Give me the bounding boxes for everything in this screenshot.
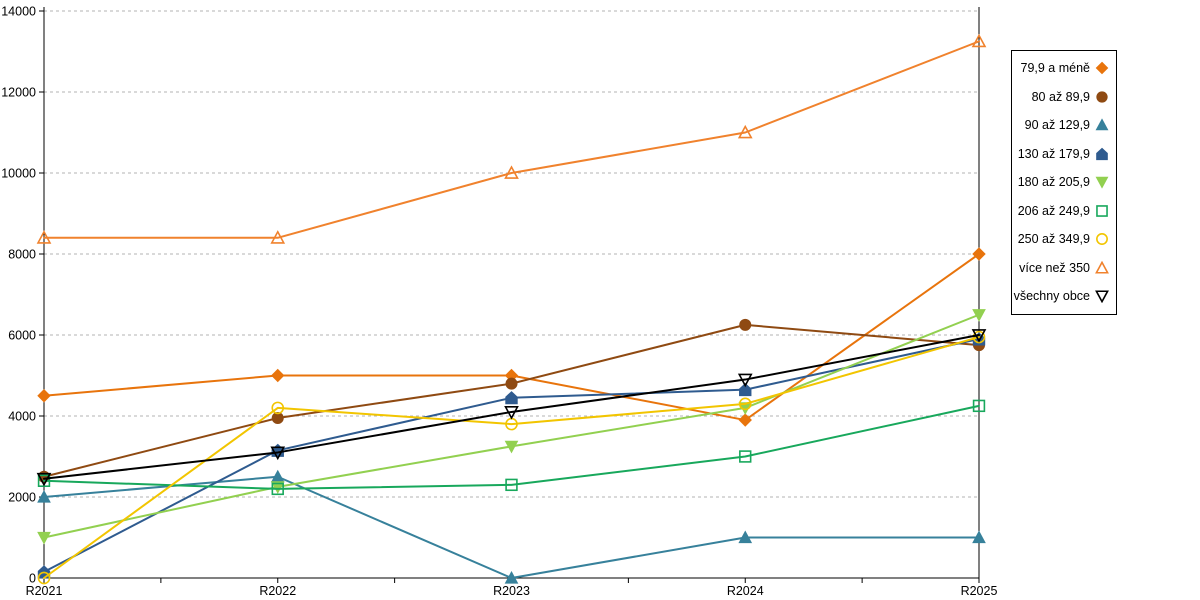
y-tick-label: 12000: [1, 86, 36, 100]
triangle-down-marker-icon: [737, 373, 753, 388]
x-tick-label: R2021: [26, 584, 63, 598]
legend-item-7: 250 až 349,9: [1012, 225, 1116, 254]
circle-marker-icon: [505, 377, 518, 390]
legend-item-3: 90 až 129,9: [1012, 111, 1116, 140]
y-tick-label: 6000: [8, 329, 36, 343]
series-9: [36, 329, 987, 487]
legend-item-8: více než 350: [1012, 254, 1116, 283]
legend-label: více než 350: [1019, 260, 1090, 275]
diamond-marker-icon: [271, 368, 285, 383]
triangle-up-marker-icon: [1095, 118, 1109, 131]
pentagon-marker-icon: [1096, 147, 1108, 160]
legend-label: 79,9 a méně: [1020, 61, 1091, 76]
circle-marker-icon: [1096, 233, 1108, 246]
triangle-down-marker-icon: [1095, 290, 1109, 304]
triangle-up-marker-icon: [738, 530, 753, 544]
y-tick-label: 8000: [8, 248, 36, 262]
triangle-down-marker-icon: [270, 481, 285, 494]
legend-label: 130 až 179,9: [1017, 146, 1090, 161]
triangle-down-marker-icon: [504, 440, 519, 454]
legend-label: 180 až 205,9: [1017, 175, 1090, 190]
pentagon-marker-icon: [505, 391, 518, 405]
legend-label: 206 až 249,9: [1017, 203, 1090, 218]
triangle-down-marker-icon: [972, 309, 986, 322]
circle-marker-icon: [271, 412, 284, 425]
series-8: [36, 33, 987, 244]
legend-item-5: 180 až 205,9: [1012, 168, 1116, 197]
triangle-down-marker-icon: [504, 406, 519, 420]
triangle-up-marker-icon: [971, 33, 987, 48]
triangle-up-marker-icon: [1095, 260, 1109, 274]
triangle-up-marker-icon: [36, 230, 52, 244]
circle-marker-icon: [1096, 91, 1108, 103]
square-marker-icon: [505, 478, 518, 492]
triangle-down-marker-icon: [37, 531, 51, 545]
triangle-down-marker-icon: [270, 446, 286, 461]
legend-item-1: 79,9 a méně: [1012, 54, 1116, 83]
y-axis-ticks: 0 2000 4000 6000 8000 10000 12000 14000: [1, 5, 44, 586]
x-tick-label: R2024: [727, 584, 764, 598]
x-axis-ticks: R2021 R2022 R2023 R2024 R2025: [26, 578, 998, 598]
x-tick-label: R2025: [961, 584, 998, 598]
circle-marker-icon: [739, 318, 752, 331]
axes: [43, 7, 980, 579]
triangle-up-marker-icon: [504, 570, 519, 584]
triangle-down-marker-icon: [36, 472, 52, 487]
legend-label: 90 až 129,9: [1024, 118, 1090, 133]
triangle-up-marker-icon: [504, 165, 519, 179]
legend-label: 250 až 349,9: [1017, 232, 1090, 247]
diamond-marker-icon: [37, 389, 51, 403]
pentagon-marker-icon: [739, 382, 752, 397]
triangle-down-marker-icon: [1095, 176, 1109, 189]
diamond-marker-icon: [972, 247, 986, 261]
legend-label: 80 až 89,9: [1031, 89, 1090, 104]
square-marker-icon: [972, 399, 986, 413]
circle-marker-icon: [37, 571, 51, 585]
triangle-up-marker-icon: [737, 124, 753, 139]
triangle-down-marker-icon: [971, 329, 987, 343]
legend-item-4: 130 až 179,9: [1012, 140, 1116, 169]
series-6: [37, 399, 986, 496]
series-3: [37, 469, 986, 584]
legend-item-2: 80 až 89,9: [1012, 83, 1116, 112]
x-tick-label: R2023: [493, 584, 530, 598]
legend-item-6: 206 až 249,9: [1012, 197, 1116, 226]
diamond-marker-icon: [1095, 61, 1109, 75]
triangle-up-marker-icon: [270, 230, 286, 244]
y-tick-label: 2000: [8, 491, 36, 505]
legend-label: všechny obce: [1013, 289, 1090, 304]
circle-marker-icon: [271, 401, 285, 415]
triangle-up-marker-icon: [37, 489, 51, 503]
circle-marker-icon: [738, 397, 752, 411]
triangle-up-marker-icon: [972, 530, 986, 544]
x-tick-label: R2022: [259, 584, 296, 598]
y-tick-label: 4000: [8, 410, 36, 424]
legend-item-9: všechny obce: [1012, 282, 1116, 311]
legend: 79,9 a méně 80 až 89,9 90 až 129,9 130 až 1…: [1011, 50, 1117, 315]
square-marker-icon: [739, 450, 752, 463]
y-tick-label: 0: [29, 572, 36, 586]
series-5: [37, 309, 986, 545]
y-tick-label: 10000: [1, 167, 36, 181]
square-marker-icon: [1096, 204, 1108, 217]
y-tick-label: 14000: [1, 5, 36, 19]
diamond-marker-icon: [738, 413, 752, 427]
square-marker-icon: [271, 482, 284, 496]
